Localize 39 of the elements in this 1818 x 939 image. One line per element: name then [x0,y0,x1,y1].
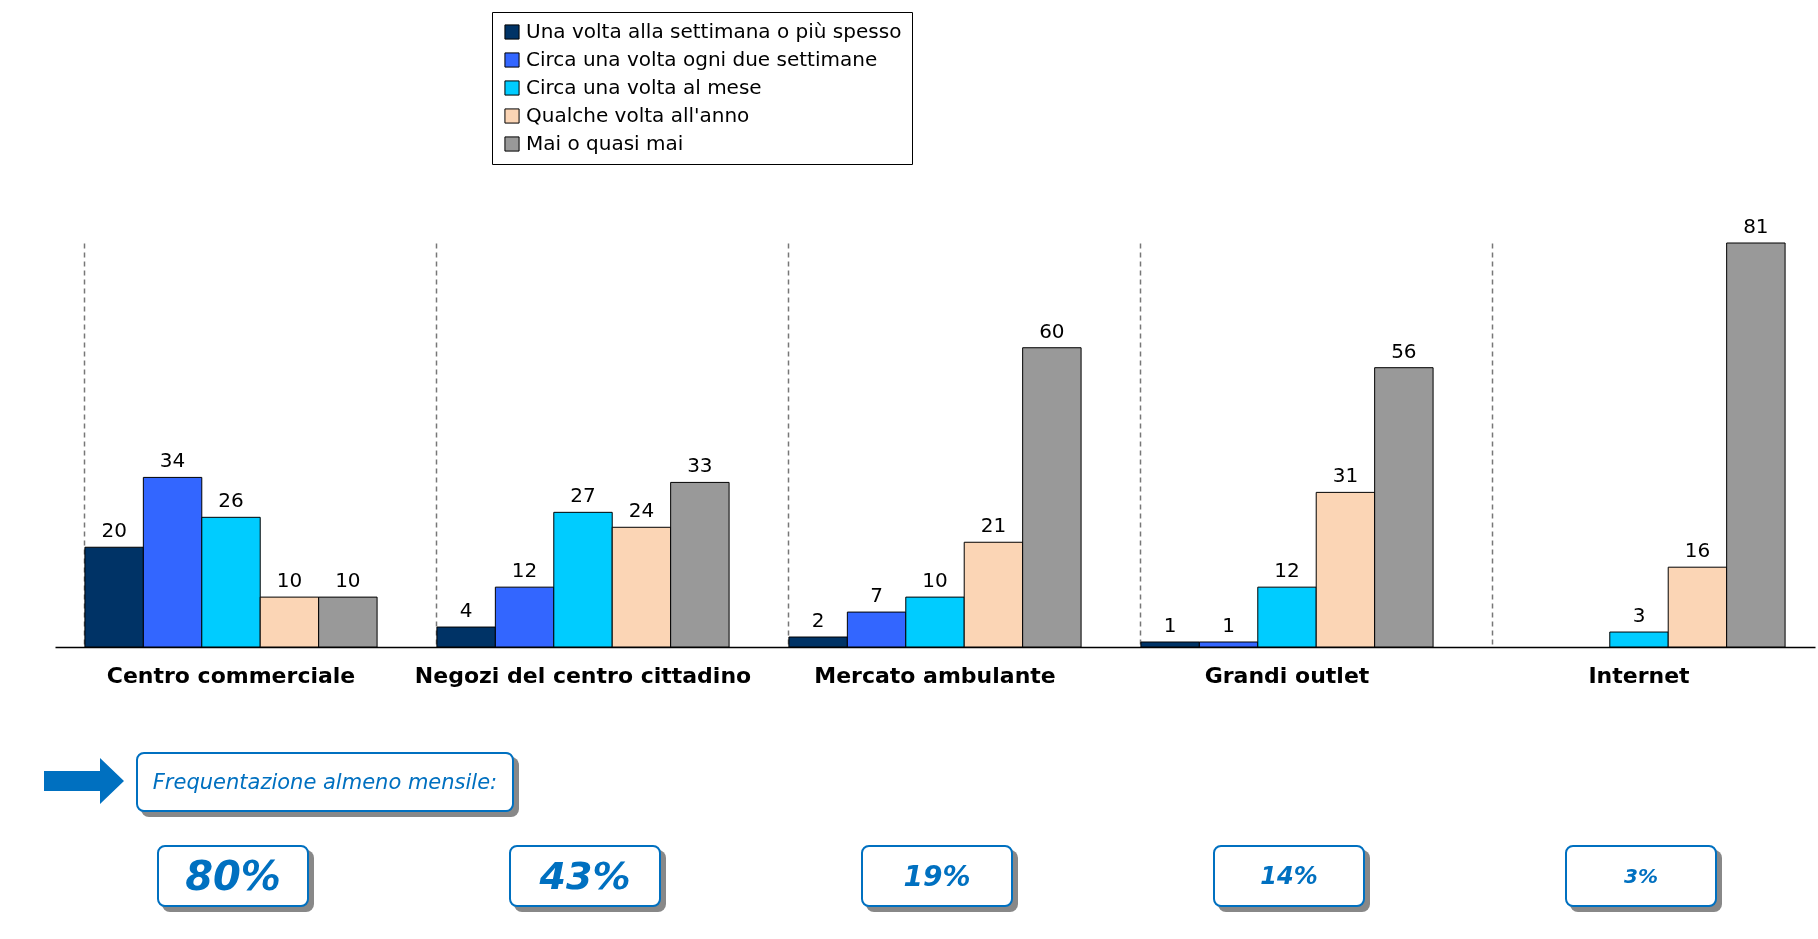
x-tick-label: Centro commerciale [106,662,356,688]
data-label: 1 [1222,613,1235,638]
x-tick-label: Grandi outlet [1204,662,1370,688]
legend-label: Circa una volta al mese [526,75,762,99]
data-label: 24 [628,498,655,523]
data-label: 3 [1632,603,1646,628]
data-label: 10 [276,568,303,593]
data-label: 12 [1274,558,1300,583]
legend-label: Una volta alla settimana o più spesso [526,19,902,43]
data-label: 21 [980,513,1007,538]
data-label: 27 [570,483,596,508]
text: 19% [861,845,1013,907]
legend-label: Mai o quasi mai [526,131,684,155]
text: 43% [509,845,661,907]
x-tick-label: Internet [1588,662,1691,688]
data-label: 56 [1391,338,1417,363]
x-tick-label: Mercato ambulante [814,662,1056,688]
x-tick-label: Negozi del centro cittadino [414,662,752,688]
data-label: 81 [1743,214,1769,238]
data-label: 16 [1684,538,1711,563]
data-label: 12 [511,558,538,583]
data-label: 4 [459,598,473,623]
data-label: 10 [335,568,361,593]
text: Frequentazione almeno mensile: [136,752,514,812]
data-label: 26 [218,488,244,513]
data-label: 60 [1039,318,1065,343]
legend-label: Circa una volta ogni due settimane [526,47,878,71]
text: 14% [1213,845,1365,907]
text: 80% [157,845,309,907]
data-label: 33 [687,453,713,478]
data-label: 10 [922,568,948,593]
text: 3% [1565,845,1717,907]
data-label: 31 [1332,463,1359,488]
data-label: 7 [870,583,883,608]
data-label: 20 [101,518,127,543]
data-label: 34 [159,448,186,473]
data-label: 1 [1163,613,1177,638]
legend-label: Qualche volta all'anno [526,103,750,127]
data-label: 2 [811,608,825,633]
